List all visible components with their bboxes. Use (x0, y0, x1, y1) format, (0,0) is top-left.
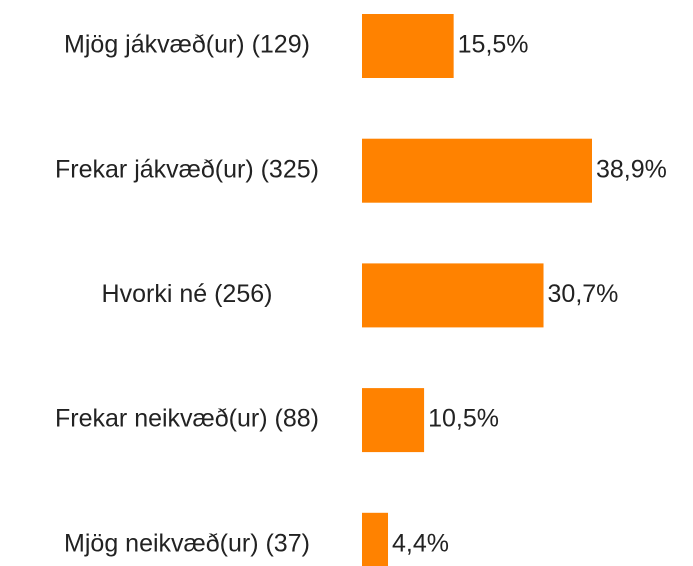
bar (362, 263, 544, 328)
value-label: 38,9% (596, 155, 667, 183)
value-label: 10,5% (428, 405, 499, 433)
bar (362, 388, 425, 453)
category-label: Mjög neikvæð(ur) (37) (64, 529, 310, 557)
bar (362, 512, 389, 566)
value-label: 4,4% (392, 529, 449, 557)
category-label: Frekar neikvæð(ur) (88) (55, 405, 319, 433)
bar (362, 14, 454, 78)
value-label: 15,5% (458, 31, 529, 59)
category-label: Frekar jákvæð(ur) (325) (55, 155, 319, 183)
bar (362, 138, 592, 203)
category-label: Hvorki né (256) (102, 280, 273, 308)
value-label: 30,7% (548, 280, 619, 308)
category-label: Mjög jákvæð(ur) (129) (64, 31, 310, 59)
